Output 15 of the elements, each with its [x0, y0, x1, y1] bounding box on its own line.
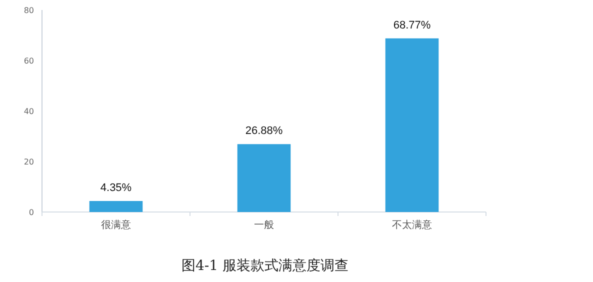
x-tick-label: 不太满意: [392, 219, 432, 231]
text: 图4-1 服装款式满意度调查: [182, 258, 348, 274]
y-tick-label: 0: [28, 208, 34, 217]
y-tick-label: 20: [24, 157, 34, 166]
bar: [237, 144, 291, 212]
bar: [89, 201, 143, 212]
y-tick-label: 60: [24, 56, 34, 66]
x-tick-label: 很满意: [101, 219, 131, 231]
y-tick-label: 40: [24, 106, 34, 116]
data-label: 26.88%: [245, 125, 283, 138]
data-label: 4.35%: [100, 182, 132, 194]
data-label: 68.77%: [393, 19, 431, 32]
x-tick-label: 一般: [254, 220, 274, 231]
bar: [385, 38, 439, 212]
y-tick-label: 80: [24, 6, 34, 15]
